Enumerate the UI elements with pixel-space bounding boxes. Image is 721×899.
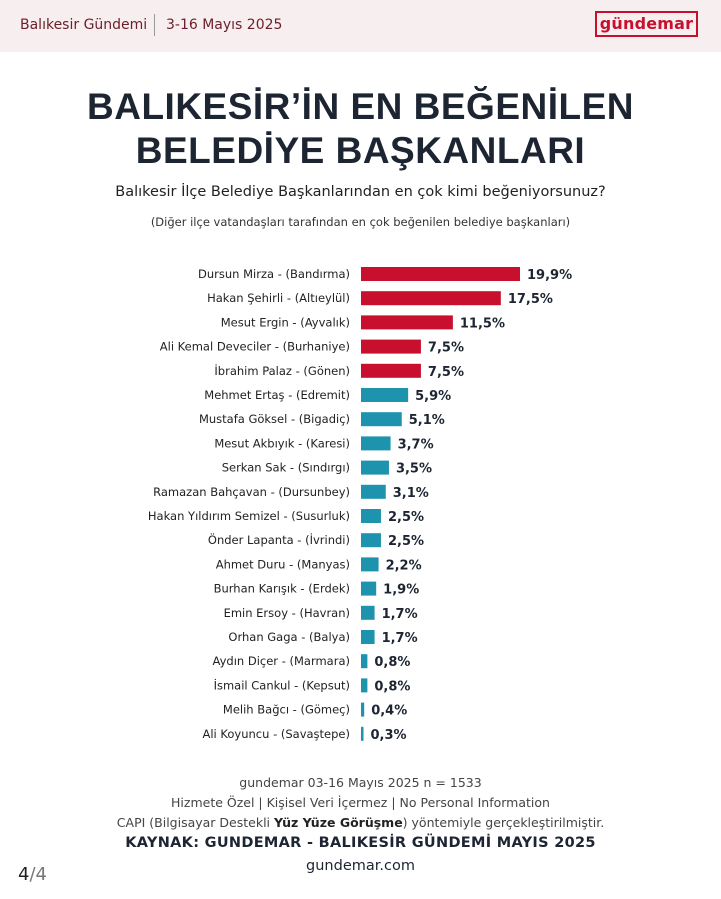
bar: [361, 605, 375, 620]
value-label: 1,7%: [382, 607, 418, 622]
value-label: 0,3%: [371, 728, 407, 743]
bar: [361, 267, 520, 281]
bar: [361, 581, 377, 596]
category-label: Melih Bağcı - (Gömeç): [223, 703, 350, 717]
survey-question: Balıkesir İlçe Belediye Başkanlarından e…: [115, 184, 606, 200]
bar-chart: Dursun Mirza - (Bandırma) 19,9% Hakan Şehi…: [148, 267, 572, 743]
bar: [361, 702, 365, 717]
value-label: 3,7%: [398, 437, 434, 452]
category-label: Burhan Karışık - (Erdek): [214, 582, 350, 596]
category-label: Hakan Yıldırım Semizel - (Susurluk): [148, 509, 350, 523]
date-range: 3-16 Mayıs 2025: [166, 17, 283, 33]
value-label: 3,5%: [396, 462, 432, 477]
category-label: Önder Lapanta - (İvrindi): [208, 531, 350, 547]
page-indicator: 4/4: [18, 864, 47, 885]
value-label: 17,5%: [508, 292, 553, 307]
category-label: Mehmet Ertaş - (Edremit): [204, 388, 350, 402]
category-label: İsmail Cankul - (Kepsut): [214, 677, 350, 692]
brand-name: Balıkesir Gündemi: [20, 17, 148, 33]
category-label: Dursun Mirza - (Bandırma): [198, 267, 350, 281]
divider: [154, 14, 155, 36]
footer-method-post: ) yöntemiyle gerçekleştirilmiştir.: [402, 815, 605, 830]
bar: [361, 678, 368, 693]
value-label: 19,9%: [527, 268, 572, 283]
bar: [361, 388, 409, 402]
bar: [361, 557, 379, 572]
bar: [361, 726, 364, 741]
bar: [361, 654, 368, 669]
value-label: 2,5%: [388, 510, 424, 525]
value-label: 11,5%: [460, 316, 505, 331]
bar: [361, 315, 453, 330]
footer-sample-info: gundemar 03-16 Mayıs 2025 n = 1533: [239, 775, 482, 790]
category-label: Emin Ersoy - (Havran): [224, 606, 350, 620]
bar: [361, 533, 381, 548]
value-label: 2,2%: [386, 558, 422, 573]
category-label: Mesut Akbıyık - (Karesi): [214, 436, 350, 450]
bar: [361, 291, 501, 306]
bar: [361, 363, 421, 378]
value-label: 0,8%: [374, 655, 410, 670]
bar: [361, 412, 402, 427]
bar: [361, 630, 375, 644]
page-current: 4: [18, 864, 30, 885]
footer-method: CAPI (Bilgisayar Destekli Yüz Yüze Görüş…: [0, 815, 721, 830]
footer-source: KAYNAK: GUNDEMAR - BALIKESİR GÜNDEMİ MAY…: [125, 835, 596, 851]
category-label: Hakan Şehirli - (Altıeylül): [207, 291, 350, 305]
category-label: Aydın Diçer - (Marmara): [213, 654, 350, 668]
page-total: /4: [29, 864, 47, 885]
category-label: İbrahim Palaz - (Gönen): [214, 363, 350, 378]
category-label: Ali Koyuncu - (Savaştepe): [203, 727, 351, 741]
bar: [361, 509, 381, 523]
value-label: 1,9%: [383, 583, 419, 598]
footer-method-bold: Yüz Yüze Görüşme: [274, 815, 403, 830]
category-label: Ramazan Bahçavan - (Dursunbey): [153, 485, 350, 499]
bar: [361, 484, 386, 499]
category-label: Mesut Ergin - (Ayvalık): [221, 315, 350, 329]
bar: [361, 436, 391, 451]
footer-privacy: Hizmete Özel | Kişisel Veri İçermez | No…: [171, 795, 550, 810]
value-label: 0,4%: [371, 704, 407, 719]
bar: [361, 339, 421, 354]
category-label: Ali Kemal Deveciler - (Burhaniye): [160, 340, 350, 354]
value-label: 5,9%: [415, 389, 451, 404]
page-title-line1: BALIKESİR’İN EN BEĞENİLEN: [87, 86, 634, 127]
page-title-line2: BELEDİYE BAŞKANLARI: [135, 130, 586, 171]
value-label: 3,1%: [393, 486, 429, 501]
value-label: 2,5%: [388, 534, 424, 549]
value-label: 5,1%: [409, 413, 445, 428]
category-label: Mustafa Göksel - (Bigadiç): [199, 412, 350, 426]
category-label: Ahmet Duru - (Manyas): [216, 557, 350, 571]
value-label: 1,7%: [382, 631, 418, 646]
top-bar: Balıkesir Gündemi 3-16 Mayıs 2025 gündem…: [0, 0, 721, 52]
value-label: 7,5%: [428, 341, 464, 356]
value-label: 0,8%: [374, 679, 410, 694]
footer-website: gundemar.com: [306, 858, 415, 874]
survey-note: (Diğer ilçe vatandaşları tarafından en ç…: [150, 215, 571, 229]
footer-method-pre: CAPI (Bilgisayar Destekli: [116, 815, 274, 830]
value-label: 7,5%: [428, 365, 464, 380]
bar: [361, 460, 389, 475]
logo: gündemar: [595, 11, 698, 37]
category-label: Orhan Gaga - (Balya): [228, 630, 350, 644]
category-label: Serkan Sak - (Sındırgı): [222, 461, 350, 475]
